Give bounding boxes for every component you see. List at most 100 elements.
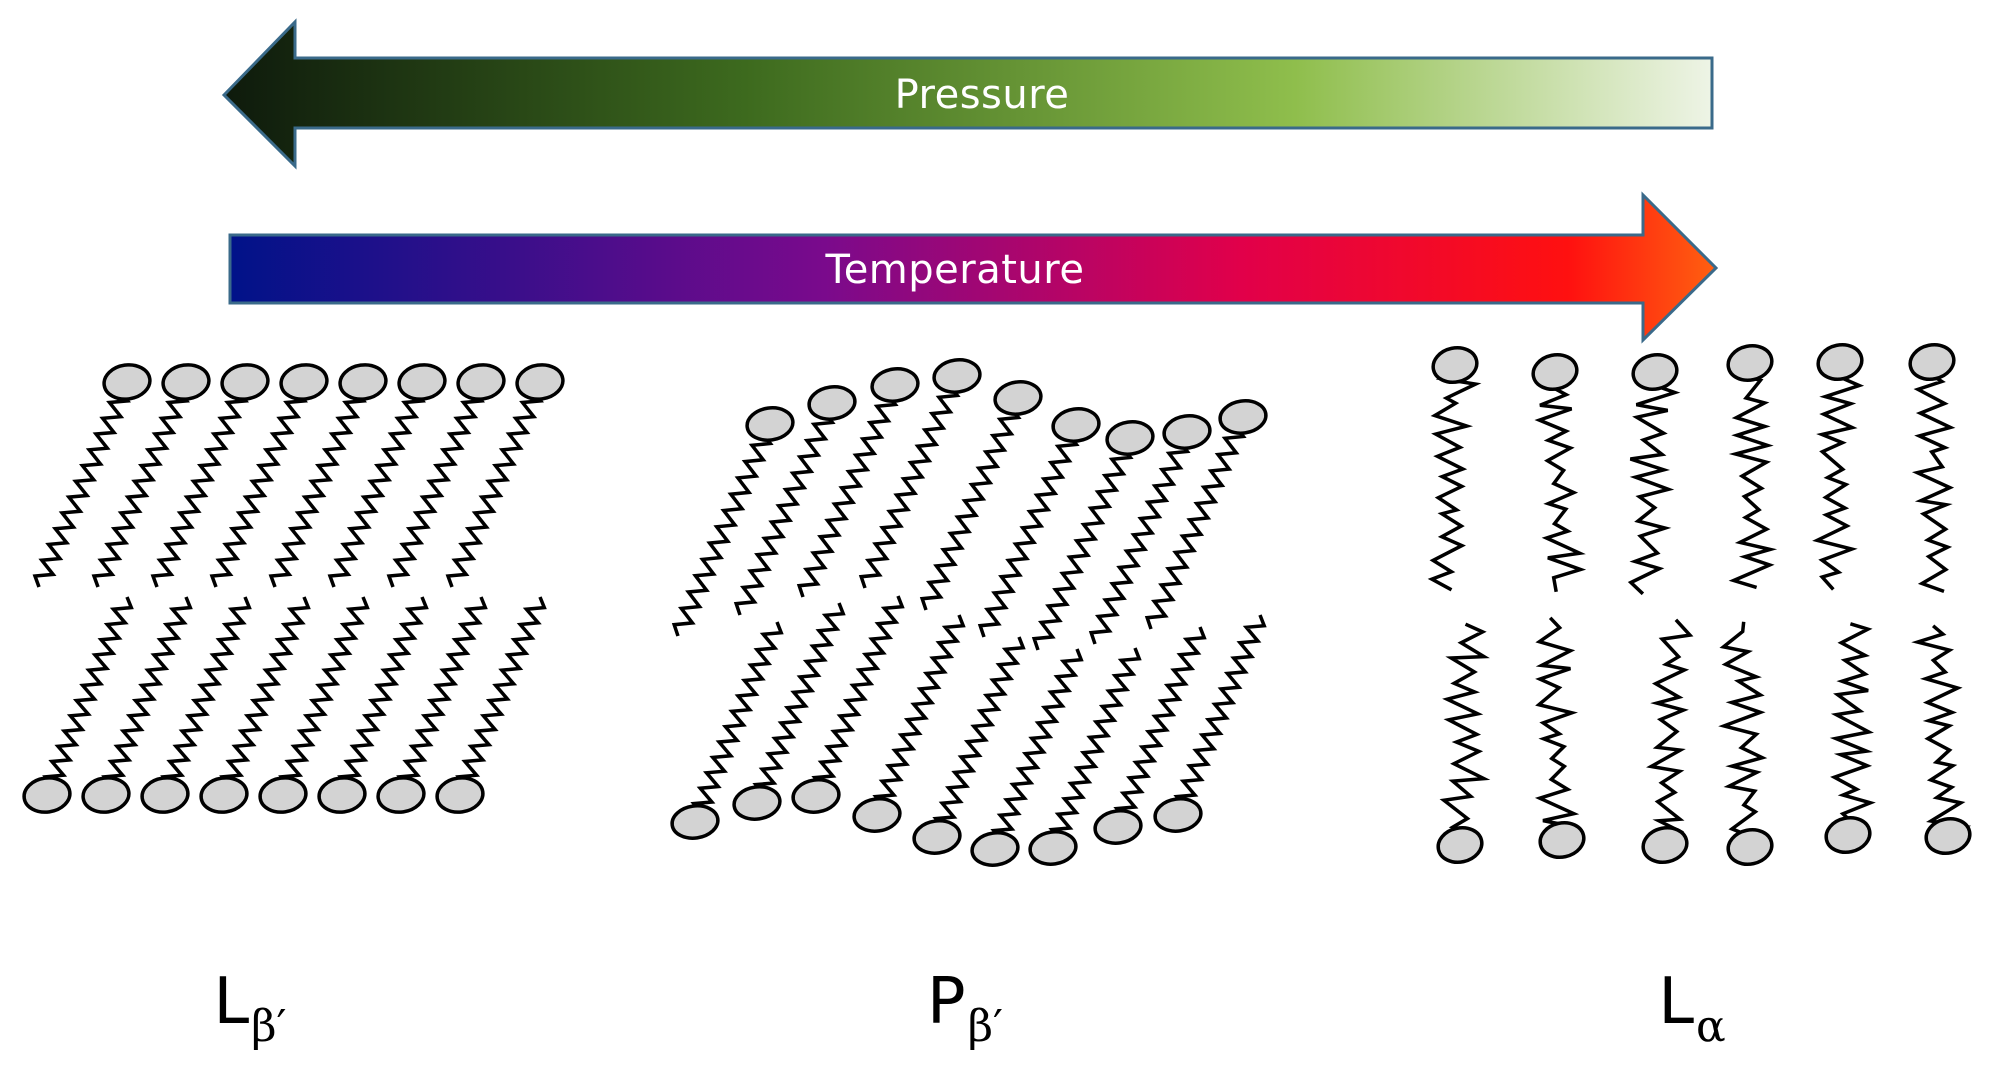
phase-lb-bot-tail-0 — [42, 596, 134, 797]
phase-pb-bot-head-4 — [912, 819, 962, 855]
phase-la-top-tail-4 — [1812, 360, 1865, 591]
phase-pb-top-tail-7 — [1088, 430, 1191, 645]
phase-la-top-head-5 — [1908, 343, 1956, 381]
phase-pb-top-head-4 — [993, 380, 1043, 416]
phase-pb-bot-tail-4 — [932, 636, 1026, 839]
phase-lb-top-head-6 — [456, 363, 506, 401]
phase-pb-bot-tail-7 — [1113, 626, 1207, 829]
phase-pb-bot-tail-8 — [1173, 614, 1267, 817]
phase-pb-bot-head-3 — [852, 797, 902, 833]
phase-lb-bot-head-1 — [81, 776, 131, 814]
phase-pb-bot-head-2 — [791, 778, 841, 814]
phase-pb-top-head-2 — [870, 367, 920, 403]
phase-lb-bot-tail-5 — [337, 596, 429, 797]
phase-la-top-tail-5 — [1911, 360, 1956, 594]
phase-pb-top-head-6 — [1105, 420, 1155, 456]
phase-lb-top-tail-2 — [150, 380, 249, 588]
phase-la-bot-tail-5 — [1911, 624, 1972, 838]
phase-lb-bot-tail-4 — [278, 596, 370, 797]
phase-lb-bot-head-7 — [435, 776, 485, 814]
phase-pb-top-tail-8 — [1144, 415, 1247, 630]
phase-pb-top-head-0 — [745, 406, 795, 442]
phase-lb-bot-tail-6 — [396, 596, 488, 797]
phase-lb-bot-head-0 — [22, 776, 72, 814]
phase-label-la-sub: α — [1695, 1000, 1726, 1052]
pressure-label: Pressure — [894, 72, 1070, 118]
phase-pb-top-tail-5 — [977, 423, 1080, 638]
phase-label-pb-main: P — [926, 965, 966, 1039]
phase-la-top-head-2 — [1631, 353, 1679, 391]
phase-lb-top-tail-0 — [32, 380, 131, 588]
phase-la-bot-tail-1 — [1534, 616, 1580, 842]
phase-lb-top-head-5 — [397, 363, 447, 401]
phase-pb-top-head-3 — [932, 358, 982, 394]
phase-la-bot-tail-4 — [1829, 622, 1876, 837]
phase-pb-top-tail-4 — [919, 396, 1022, 611]
phase-la-top-tail-0 — [1427, 363, 1482, 592]
phase-pb-bot-head-1 — [732, 785, 782, 821]
phase-pb-bot-tail-0 — [690, 621, 784, 824]
phase-la-top-head-1 — [1531, 353, 1579, 391]
phase-la-bot-head-0 — [1436, 826, 1484, 864]
phase-pb-top-tail-3 — [858, 374, 961, 589]
phase-pb-bot-tail-5 — [990, 648, 1084, 851]
phase-lb-top-tail-7 — [445, 380, 544, 588]
phase-pb-top-tail-0 — [671, 422, 774, 637]
phase-la-top-head-3 — [1726, 344, 1774, 382]
phase-pb-bot-tail-6 — [1048, 647, 1142, 850]
phase-lb-bot-head-6 — [376, 776, 426, 814]
phase-la-top-tail-1 — [1534, 371, 1587, 593]
phase-pb-top-tail-1 — [733, 401, 836, 616]
phase-la-bilayer — [1427, 343, 1972, 866]
phase-pb-bot-head-7 — [1093, 809, 1143, 845]
phase-pb-bot-head-5 — [970, 831, 1020, 867]
temperature-arrow — [228, 191, 1719, 344]
phase-la-bot-head-2 — [1641, 826, 1689, 864]
phase-lb-top-head-3 — [279, 363, 329, 401]
phase-la-bot-head-3 — [1726, 828, 1774, 866]
phase-pb-bot-head-6 — [1028, 830, 1078, 866]
phase-lb-bot-tail-2 — [160, 596, 252, 797]
phase-pb-bot-tail-2 — [811, 595, 905, 798]
pressure-arrow-shape — [221, 18, 1714, 170]
phase-label-pb: Pβ′ — [927, 965, 1003, 1052]
phase-label-lb-sub: β′ — [251, 1000, 287, 1052]
phase-lb-bot-head-5 — [317, 776, 367, 814]
phase-label-la: Lα — [1658, 965, 1725, 1052]
phase-pb-top-tail-6 — [1031, 436, 1134, 651]
temperature-label: Temperature — [825, 247, 1085, 293]
phase-lb-top-head-4 — [338, 363, 388, 401]
phase-lb-top-head-0 — [102, 363, 152, 401]
phase-pb-top-head-7 — [1162, 414, 1212, 450]
phase-lb-bot-tail-1 — [101, 596, 193, 797]
phase-lb-top-tail-5 — [327, 380, 426, 588]
phase-la-bot-tail-2 — [1646, 618, 1694, 847]
phase-la-bot-head-1 — [1538, 821, 1586, 859]
phase-lb-bilayer — [22, 363, 565, 814]
phase-pb-top-head-5 — [1051, 407, 1101, 443]
phase-la-bot-head-5 — [1924, 817, 1972, 855]
phase-lb-top-tail-3 — [209, 380, 308, 588]
phase-lb-top-head-1 — [161, 363, 211, 401]
phase-pb-bot-tail-1 — [752, 602, 846, 805]
phase-lb-top-tail-6 — [386, 380, 485, 588]
phase-lb-top-tail-1 — [91, 380, 190, 588]
phase-pb-bilayer — [670, 358, 1268, 867]
phase-pb-top-head-8 — [1218, 399, 1268, 435]
phase-la-bot-head-4 — [1824, 816, 1872, 854]
phase-lb-bot-head-4 — [258, 776, 308, 814]
phase-label-pb-sub: β′ — [967, 1000, 1004, 1052]
phase-lb-bot-tail-3 — [219, 596, 311, 797]
phase-la-top-tail-3 — [1728, 361, 1778, 590]
phase-lb-top-head-7 — [515, 363, 565, 401]
phase-lb-top-head-2 — [220, 363, 270, 401]
phase-label-lb-main: L — [213, 965, 250, 1039]
pressure-arrow — [221, 18, 1714, 170]
phase-la-bot-tail-0 — [1439, 622, 1491, 847]
phase-la-top-tail-2 — [1627, 370, 1681, 596]
phase-pb-top-head-1 — [807, 385, 857, 421]
phase-pb-bot-tail-3 — [872, 614, 966, 817]
phase-lb-bot-head-3 — [199, 776, 249, 814]
